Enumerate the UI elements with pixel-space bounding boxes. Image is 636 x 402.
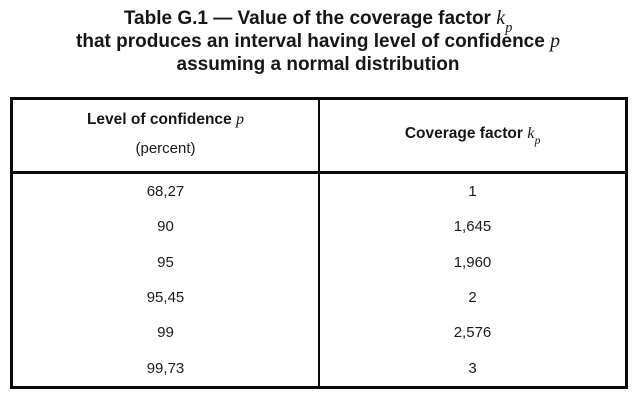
table-row: 95,45 2 xyxy=(11,279,627,316)
variable-k-sub-p: kp xyxy=(496,7,513,36)
confidence-header-label: Level of confidence xyxy=(86,110,236,128)
variable-p: p xyxy=(235,110,245,128)
confidence-unit-label: (percent) xyxy=(135,139,196,157)
factor-cell: 2,576 xyxy=(453,324,492,342)
confidence-cell: 68,27 xyxy=(11,172,320,210)
confidence-cell: 99 xyxy=(11,315,320,351)
confidence-cell: 95,45 xyxy=(11,279,320,316)
confidence-cell: 90 xyxy=(11,209,320,245)
caption-line-1-text: Table G.1 — Value of the coverage factor xyxy=(123,8,497,29)
caption-line-2: that produces an interval having level o… xyxy=(0,30,636,53)
caption-line-2-text: that produces an interval having level o… xyxy=(76,31,551,52)
table-row: 99 2,576 xyxy=(11,315,627,351)
factor-cell: 3 xyxy=(468,359,477,377)
factor-cell: 1 xyxy=(468,183,477,201)
variable-p: p xyxy=(550,30,560,52)
table-row: 68,27 1 xyxy=(11,172,627,210)
column-header-coverage-factor: Coverage factor kp xyxy=(319,98,627,174)
table-header: Level of confidence p (percent) Coverage… xyxy=(11,98,627,174)
table-caption: Table G.1 — Value of the coverage factor… xyxy=(0,7,636,76)
caption-line-1: Table G.1 — Value of the coverage factor… xyxy=(0,7,636,36)
variable-k-sub-p: kp xyxy=(527,124,541,147)
column-header-level-of-confidence: Level of confidence p (percent) xyxy=(11,98,320,174)
factor-header-label: Coverage factor xyxy=(404,124,528,142)
table-body: 68,27 1 90 1,645 95 1,960 95,45 2 99 2,5… xyxy=(11,172,627,388)
table-row: 95 1,960 xyxy=(11,244,627,280)
coverage-factor-table: Level of confidence p (percent) Coverage… xyxy=(10,97,628,389)
confidence-cell: 99,73 xyxy=(11,350,320,388)
factor-cell: 1,960 xyxy=(453,253,492,271)
factor-cell: 1,645 xyxy=(453,218,492,236)
header-row: Level of confidence p (percent) Coverage… xyxy=(11,98,627,174)
caption-line-3: assuming a normal distribution xyxy=(176,54,460,75)
factor-cell: 2 xyxy=(468,289,477,307)
confidence-cell: 95 xyxy=(11,244,320,280)
table-row: 99,73 3 xyxy=(11,350,627,388)
table-row: 90 1,645 xyxy=(11,209,627,245)
